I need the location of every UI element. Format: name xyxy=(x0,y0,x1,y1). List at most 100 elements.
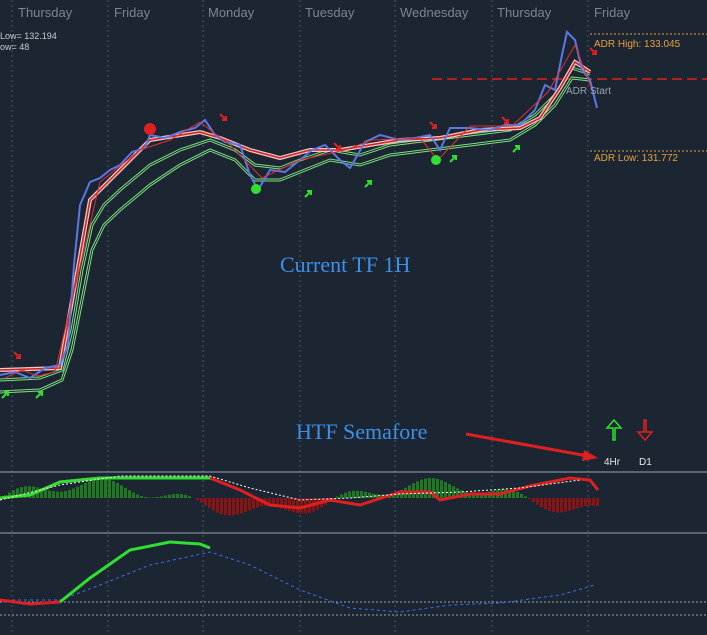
histogram-bar xyxy=(168,494,171,498)
histogram-bar xyxy=(116,483,119,498)
indicator-signal xyxy=(0,475,581,501)
histogram-bar xyxy=(564,498,567,512)
annotation-current-tf: Current TF 1H xyxy=(280,252,410,277)
histogram-bar xyxy=(524,496,527,498)
histogram-bar xyxy=(552,498,555,513)
pointer-arrow xyxy=(465,432,589,458)
histogram-bar xyxy=(140,495,143,498)
histogram-bar xyxy=(536,498,539,505)
histogram-bar xyxy=(400,489,403,498)
histogram-bar xyxy=(576,498,579,509)
histogram-bar xyxy=(376,494,379,498)
histogram-bar xyxy=(560,498,563,513)
histogram-bar xyxy=(172,494,175,498)
histogram-bar xyxy=(248,498,251,511)
adr-high-label: ADR High: 133.045 xyxy=(594,39,681,50)
histogram-bar xyxy=(300,498,303,514)
histogram-bar xyxy=(144,496,147,498)
histogram-bar xyxy=(512,490,515,498)
histogram-bar xyxy=(596,498,599,507)
histogram-bar xyxy=(216,498,219,513)
histogram-bar xyxy=(188,496,191,498)
histogram-bar xyxy=(12,490,15,498)
day-label: Friday xyxy=(594,5,631,20)
day-label: Wednesday xyxy=(400,5,469,20)
day-label: Thursday xyxy=(18,5,73,20)
histogram-bar xyxy=(436,478,439,498)
adr-start-label: ADR Start xyxy=(566,86,611,97)
histogram-bar xyxy=(416,481,419,498)
histogram-bar xyxy=(244,498,247,512)
histogram-bar xyxy=(532,498,535,502)
histogram-bar xyxy=(40,488,43,498)
histogram-bar xyxy=(272,498,275,507)
histogram-bar xyxy=(176,493,179,498)
histogram-bar xyxy=(120,485,123,498)
histogram-bar xyxy=(440,480,443,498)
info-text: ow= 48 xyxy=(0,42,29,52)
histogram-bar xyxy=(548,498,551,511)
histogram-bar xyxy=(584,498,587,507)
histogram-bar xyxy=(344,492,347,498)
buy-arrows xyxy=(1,145,520,399)
histogram-bar xyxy=(568,498,571,511)
histogram-bar xyxy=(520,493,523,498)
semafore-dot xyxy=(431,155,441,165)
histogram-bar xyxy=(380,494,383,498)
histogram-bar xyxy=(68,489,71,498)
histogram-bar xyxy=(476,493,479,498)
histogram-bar xyxy=(64,491,67,498)
histogram-bar xyxy=(108,479,111,498)
histogram-bar xyxy=(288,498,291,512)
oscillator-signal xyxy=(0,551,596,613)
histogram-bar xyxy=(356,490,359,498)
histogram-bar xyxy=(208,498,211,509)
histogram-bar xyxy=(480,493,483,498)
semafore-label: 4Hr xyxy=(604,457,621,468)
histogram-bar xyxy=(368,492,371,498)
histogram-bar xyxy=(348,491,351,498)
histogram-bar xyxy=(340,494,343,498)
histogram-bar xyxy=(84,482,87,498)
histogram-bar xyxy=(556,498,559,513)
histogram-bar xyxy=(224,498,227,516)
histogram-bar xyxy=(460,490,463,498)
histogram-bar xyxy=(236,498,239,515)
histogram-bar xyxy=(296,498,299,514)
histogram-bar xyxy=(432,478,435,498)
histogram-bar xyxy=(92,479,95,498)
histogram-bar xyxy=(72,488,75,498)
htf-up-arrow xyxy=(605,418,623,441)
histogram-bar xyxy=(132,492,135,498)
histogram-bar xyxy=(128,490,131,498)
histogram-bar xyxy=(180,494,183,498)
histogram-bar xyxy=(252,498,255,509)
histogram-bar xyxy=(96,478,99,498)
histogram-bar xyxy=(448,484,451,498)
histogram-bar xyxy=(332,498,335,500)
oscillator-bull xyxy=(59,540,211,604)
histogram-bar xyxy=(284,498,287,510)
histogram-bar xyxy=(196,498,199,501)
histogram-bar xyxy=(336,496,339,498)
info-text: Low= 132.194 xyxy=(0,31,57,41)
histogram-bar xyxy=(24,486,27,498)
histogram-bar xyxy=(184,494,187,498)
histogram-bar xyxy=(352,490,355,498)
histogram-bar xyxy=(156,497,159,498)
histogram-bar xyxy=(112,481,115,498)
price-line xyxy=(0,29,598,380)
histogram-bar xyxy=(544,498,547,510)
indicator-line-bull xyxy=(0,476,210,500)
histogram-bar xyxy=(60,491,63,498)
day-labels: Thursday Friday Monday Tuesday Wednesday… xyxy=(18,5,631,20)
histogram-bar xyxy=(452,486,455,498)
day-label: Tuesday xyxy=(305,5,355,20)
histogram-bar xyxy=(420,479,423,498)
histogram-bar xyxy=(164,495,167,498)
histogram-bar xyxy=(80,484,83,498)
histogram-bar xyxy=(204,498,207,506)
histogram-bar xyxy=(444,481,447,498)
histogram-bar xyxy=(160,496,163,498)
